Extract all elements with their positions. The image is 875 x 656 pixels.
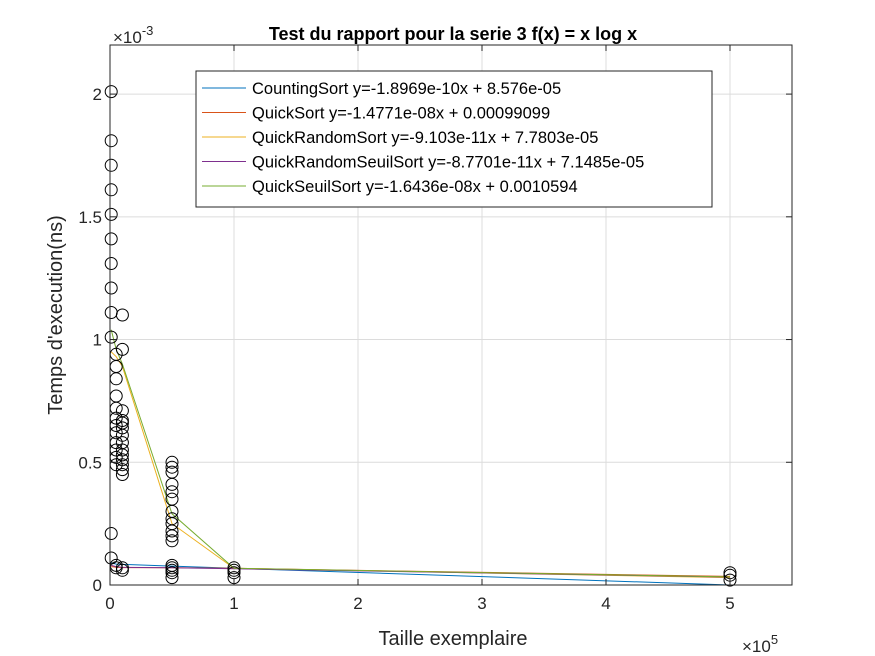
data-point <box>104 85 118 99</box>
legend-entry: CountingSort y=-1.8969e-10x + 8.576e-05 <box>252 80 561 98</box>
legend: CountingSort y=-1.8969e-10x + 8.576e-05 Q… <box>195 70 713 208</box>
y-tick-label: 2 <box>93 85 102 104</box>
data-point <box>115 421 129 435</box>
data-point <box>115 308 129 322</box>
legend-entry: QuickRandomSeuilSort y=-8.7701e-11x + 7.… <box>252 154 644 172</box>
x-tick-label: 4 <box>601 594 610 613</box>
x-tick-label: 3 <box>477 594 486 613</box>
y-tick-label: 0.5 <box>78 453 102 472</box>
data-point <box>165 460 179 474</box>
legend-entry: QuickRandomSort y=-9.103e-11x + 7.7803e-… <box>252 129 598 147</box>
data-point <box>723 573 737 587</box>
y-multiplier-base: ×10 <box>113 28 142 47</box>
data-point <box>104 281 118 295</box>
legend-entry: QuickSeuilSort y=-1.6436e-08x + 0.001059… <box>252 178 578 196</box>
y-multiplier-exponent: -3 <box>142 23 154 38</box>
x-axis-label: Taille exemplaire <box>379 628 528 650</box>
chart-title: Test du rapport pour la serie 3 f(x) = x… <box>269 24 637 44</box>
data-point <box>104 134 118 148</box>
data-point <box>165 566 179 580</box>
data-point <box>104 207 118 221</box>
data-point <box>104 183 118 197</box>
data-point <box>104 330 118 344</box>
legend-box <box>195 70 713 208</box>
x-tick-label: 1 <box>229 594 238 613</box>
data-point <box>104 527 118 540</box>
y-tick-label: 1 <box>93 331 102 350</box>
x-tick-label: 0 <box>105 594 114 613</box>
data-point <box>104 257 118 270</box>
legend-entry: QuickSort y=-1.4771e-08x + 0.00099099 <box>252 105 550 123</box>
x-tick-label: 2 <box>353 594 362 613</box>
x-tick-label: 5 <box>725 594 734 613</box>
data-point <box>165 571 179 585</box>
data-point <box>165 524 179 538</box>
data-point <box>115 453 129 467</box>
y-axis-multiplier: ×10-3 <box>113 23 153 47</box>
fit-lines <box>110 329 731 586</box>
data-point <box>115 468 129 481</box>
series-line-5 <box>110 329 731 578</box>
y-axis-label: Temps d'execution(ns) <box>45 215 67 414</box>
x-multiplier-exponent: 5 <box>771 632 778 647</box>
data-point <box>165 529 179 543</box>
data-point <box>115 563 129 577</box>
series-line-1 <box>111 562 731 586</box>
data-point <box>115 428 129 442</box>
data-point <box>104 232 118 246</box>
x-axis-multiplier: ×105 <box>742 632 778 656</box>
data-point <box>115 463 129 477</box>
data-points <box>104 85 737 587</box>
x-axis-ticks: 0 1 2 3 4 5 <box>105 45 735 613</box>
y-tick-label: 1.5 <box>78 208 102 227</box>
data-point <box>104 158 118 172</box>
data-point <box>115 443 129 457</box>
x-multiplier-base: ×10 <box>742 637 771 656</box>
y-axis-ticks: 0 0.5 1 1.5 2 <box>78 85 792 595</box>
data-point <box>227 566 241 580</box>
data-point <box>115 448 129 462</box>
data-point <box>115 458 129 472</box>
data-point <box>115 342 129 356</box>
data-point <box>165 534 179 548</box>
data-point <box>165 455 179 469</box>
y-tick-label: 0 <box>93 576 102 595</box>
data-point <box>165 477 179 491</box>
axes-box <box>109 44 793 586</box>
data-point <box>165 485 179 499</box>
